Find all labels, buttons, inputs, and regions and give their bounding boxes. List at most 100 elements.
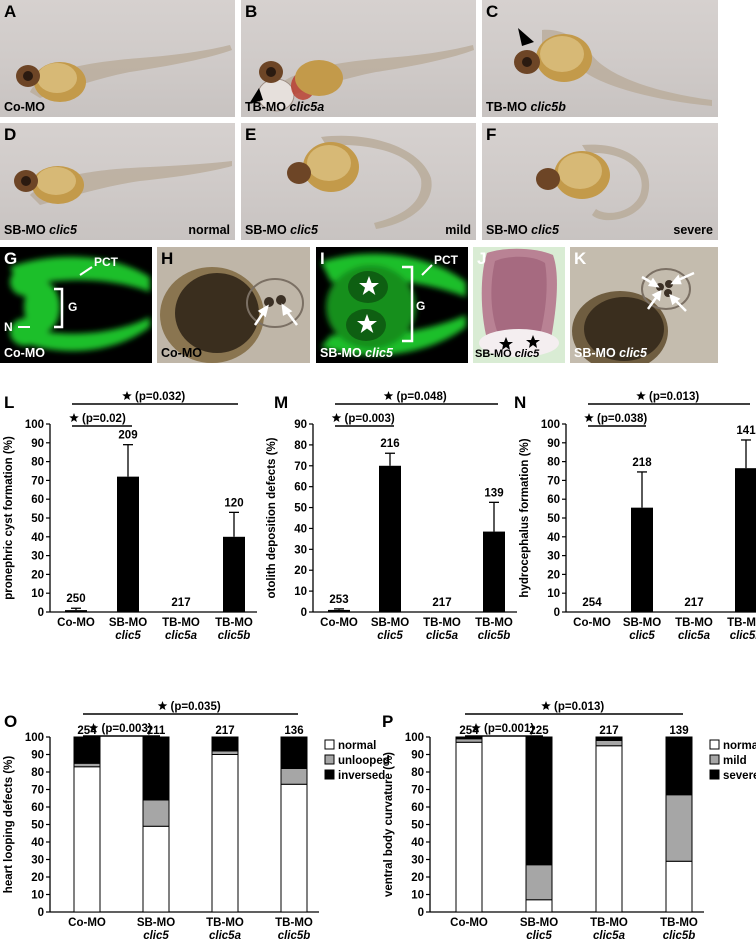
y-tick-label: 30 bbox=[294, 544, 307, 556]
y-tick-label: 70 bbox=[31, 785, 44, 797]
x-category-label: SB-MO bbox=[371, 617, 409, 629]
panel-caption: Co-MO bbox=[4, 346, 45, 360]
stacked-segment-normal bbox=[73, 766, 101, 913]
star-icon bbox=[499, 337, 513, 350]
sample-size-label: 218 bbox=[632, 457, 652, 469]
panel-caption: Co-MO bbox=[4, 100, 45, 114]
neck-label: N bbox=[4, 320, 13, 334]
x-category-label: TB-MO bbox=[275, 917, 313, 929]
y-tick-label: 70 bbox=[411, 785, 424, 797]
bar bbox=[379, 465, 401, 612]
y-tick-label: 10 bbox=[411, 890, 424, 902]
x-category-sublabel: clic5a bbox=[165, 630, 198, 642]
y-tick-label: 0 bbox=[38, 607, 44, 619]
stacked-segment-normal bbox=[455, 741, 483, 913]
panel-letter: D bbox=[4, 125, 17, 144]
sample-size-label: 139 bbox=[669, 725, 688, 737]
x-category-sublabel: clic5a bbox=[426, 630, 459, 642]
panel-I: I PCT G SB-MO clic5 bbox=[316, 247, 468, 363]
zebrafish-larva-image bbox=[16, 45, 232, 102]
y-axis-label: otolith deposition defects (%) bbox=[266, 437, 278, 598]
panel-letter: E bbox=[245, 125, 257, 144]
panel-caption: SB-MO clic5 bbox=[320, 346, 393, 360]
sample-size-label: 216 bbox=[380, 438, 399, 450]
stacked-segment-severe bbox=[665, 736, 693, 796]
y-tick-label: 0 bbox=[554, 607, 560, 619]
zebrafish-larva-image bbox=[14, 161, 232, 205]
x-category-label: TB-MO bbox=[215, 617, 253, 629]
histology-image bbox=[479, 248, 559, 357]
significance-label: (p=0.003) bbox=[345, 413, 395, 425]
x-category-label: TB-MO bbox=[475, 617, 513, 629]
glomerulus-label: G bbox=[416, 299, 426, 313]
x-category-label: TB-MO bbox=[423, 617, 461, 629]
panel-C: C TB-MO clic5b bbox=[482, 0, 718, 117]
y-axis-label: heart looping defects (%) bbox=[3, 756, 15, 894]
sample-size-label: 217 bbox=[684, 597, 703, 609]
y-tick-label: 60 bbox=[547, 494, 560, 506]
y-tick-label: 40 bbox=[31, 532, 44, 544]
panel-letter: I bbox=[320, 249, 325, 268]
panel-caption: TB-MO clic5a bbox=[245, 100, 325, 114]
x-category-label: Co-MO bbox=[573, 617, 611, 629]
panel-F: F SB-MO clic5 severe bbox=[482, 123, 718, 240]
pct-label: PCT bbox=[94, 255, 118, 269]
x-category-label: Co-MO bbox=[57, 617, 95, 629]
star-icon bbox=[357, 314, 377, 333]
stacked-segment-normal bbox=[665, 860, 693, 913]
y-tick-label: 60 bbox=[31, 802, 44, 814]
y-tick-label: 50 bbox=[411, 820, 424, 832]
x-category-label: Co-MO bbox=[320, 617, 358, 629]
panel-K: K SB-MO clic5 bbox=[570, 247, 718, 363]
panel-caption: SB-MO clic5 bbox=[4, 223, 77, 237]
sample-size-label: 139 bbox=[484, 487, 503, 499]
x-category-label: TB-MO bbox=[660, 917, 698, 929]
y-tick-label: 90 bbox=[547, 438, 560, 450]
chart-O: O 0 10 20 30 40 50 60 70 80 90 100 heart looping def… bbox=[3, 701, 390, 942]
significance-label: (p=0.02) bbox=[82, 413, 126, 425]
significance-star-icon bbox=[88, 723, 99, 733]
x-category-sublabel: clic5 bbox=[526, 930, 552, 942]
x-category-sublabel: clic5 bbox=[377, 630, 403, 642]
panel-caption: TB-MO clic5b bbox=[486, 100, 566, 114]
y-tick-label: 60 bbox=[294, 482, 307, 494]
legend-swatch bbox=[324, 739, 335, 750]
x-category-sublabel: clic5 bbox=[143, 930, 169, 942]
bar bbox=[117, 476, 139, 612]
x-category-label: TB-MO bbox=[162, 617, 200, 629]
y-tick-label: 40 bbox=[31, 837, 44, 849]
significance-star-icon bbox=[331, 413, 342, 423]
panel-J: J SB-MO clic5 bbox=[473, 247, 565, 363]
panel-G: G PCT G N Co-MO bbox=[0, 247, 152, 363]
y-tick-label: 20 bbox=[31, 569, 44, 581]
bar bbox=[328, 609, 350, 612]
significance-star-icon bbox=[122, 391, 132, 401]
sample-size-label: 217 bbox=[215, 725, 234, 737]
panel-letter: F bbox=[486, 125, 497, 144]
panel-letter: H bbox=[161, 249, 174, 268]
y-tick-label: 20 bbox=[31, 872, 44, 884]
y-tick-label: 10 bbox=[31, 890, 44, 902]
panel-letter: C bbox=[486, 2, 499, 21]
significance-star-icon bbox=[471, 723, 481, 733]
y-tick-label: 60 bbox=[31, 494, 44, 506]
y-tick-label: 50 bbox=[294, 503, 307, 515]
bar bbox=[735, 468, 756, 612]
y-tick-label: 70 bbox=[31, 475, 44, 487]
sample-size-label: 217 bbox=[432, 597, 451, 609]
y-tick-label: 90 bbox=[31, 438, 44, 450]
y-tick-label: 80 bbox=[547, 457, 560, 469]
y-axis-label: pronephric cyst formation (%) bbox=[3, 436, 15, 600]
y-tick-label: 20 bbox=[547, 569, 560, 581]
panel-letter: N bbox=[514, 393, 526, 412]
x-category-sublabel: clic5b bbox=[278, 930, 311, 942]
y-tick-label: 40 bbox=[547, 532, 560, 544]
x-category-label: TB-MO bbox=[675, 617, 713, 629]
significance-star-icon bbox=[636, 391, 646, 401]
legend-swatch bbox=[709, 739, 720, 750]
y-tick-label: 90 bbox=[31, 750, 44, 762]
chart-L: L 0 10 20 30 40 50 60 70 80 90 100 pronephric cyst f… bbox=[3, 391, 257, 642]
significance-label: (p=0.013) bbox=[649, 391, 699, 403]
y-tick-label: 0 bbox=[38, 907, 44, 919]
x-category-sublabel: clic5 bbox=[629, 630, 655, 642]
